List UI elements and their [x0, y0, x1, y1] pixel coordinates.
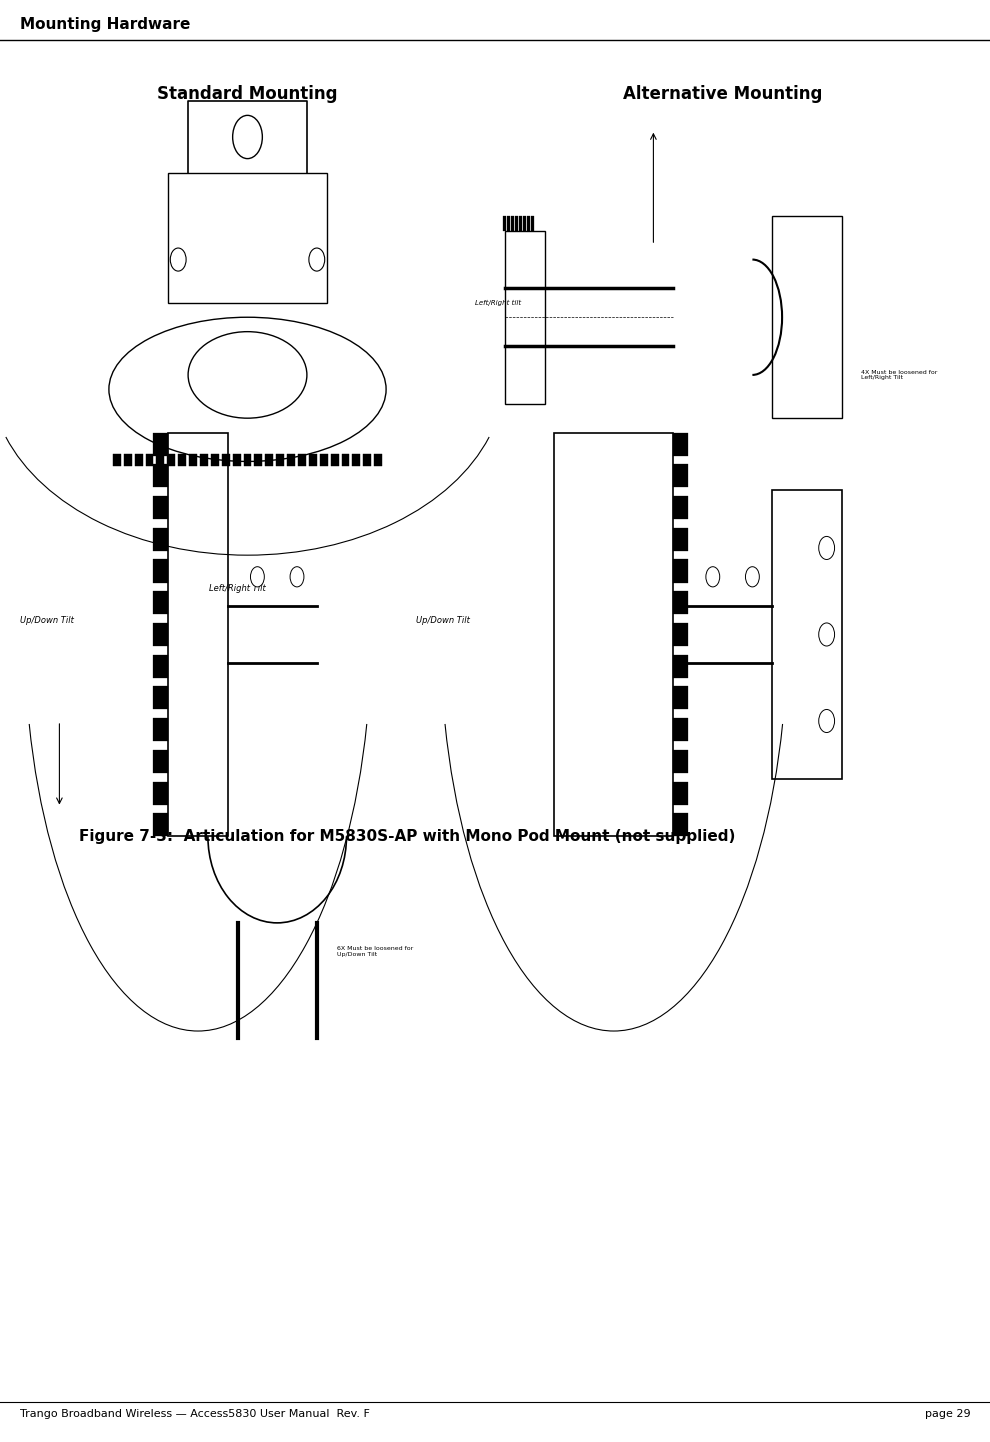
Polygon shape: [167, 454, 175, 466]
Polygon shape: [153, 496, 168, 519]
Polygon shape: [200, 454, 208, 466]
Polygon shape: [153, 718, 168, 741]
Polygon shape: [276, 454, 284, 466]
Polygon shape: [673, 528, 688, 551]
Polygon shape: [673, 686, 688, 709]
Text: 6X Must be loosened for
Up/Down Tilt: 6X Must be loosened for Up/Down Tilt: [337, 946, 413, 957]
Polygon shape: [153, 813, 168, 836]
Polygon shape: [153, 655, 168, 678]
Polygon shape: [153, 433, 168, 456]
Polygon shape: [153, 591, 168, 614]
Circle shape: [745, 567, 759, 587]
Polygon shape: [342, 454, 349, 466]
Polygon shape: [352, 454, 360, 466]
Polygon shape: [673, 591, 688, 614]
Polygon shape: [189, 454, 197, 466]
Polygon shape: [363, 454, 371, 466]
Polygon shape: [254, 454, 262, 466]
Polygon shape: [523, 216, 526, 231]
Text: Alternative Mounting: Alternative Mounting: [623, 85, 823, 102]
Text: Left/Right tilt: Left/Right tilt: [475, 300, 522, 306]
Polygon shape: [178, 454, 186, 466]
Circle shape: [706, 567, 720, 587]
Polygon shape: [673, 623, 688, 646]
Circle shape: [233, 115, 262, 159]
Circle shape: [309, 248, 325, 271]
Circle shape: [819, 536, 835, 559]
Polygon shape: [287, 454, 295, 466]
Polygon shape: [374, 454, 382, 466]
Polygon shape: [222, 454, 230, 466]
Polygon shape: [153, 559, 168, 583]
Polygon shape: [124, 454, 132, 466]
Polygon shape: [153, 686, 168, 709]
Polygon shape: [331, 454, 339, 466]
Polygon shape: [211, 454, 219, 466]
Polygon shape: [673, 782, 688, 805]
Polygon shape: [265, 454, 273, 466]
Polygon shape: [673, 559, 688, 583]
Circle shape: [290, 567, 304, 587]
Text: Standard Mounting: Standard Mounting: [157, 85, 338, 102]
Polygon shape: [298, 454, 306, 466]
Polygon shape: [673, 813, 688, 836]
Polygon shape: [244, 454, 251, 466]
Polygon shape: [320, 454, 328, 466]
Text: Trango Broadband Wireless — Access5830 User Manual  Rev. F: Trango Broadband Wireless — Access5830 U…: [20, 1409, 369, 1419]
Polygon shape: [146, 454, 153, 466]
Text: Mounting Hardware: Mounting Hardware: [20, 17, 190, 32]
Polygon shape: [673, 496, 688, 519]
Polygon shape: [673, 718, 688, 741]
Polygon shape: [503, 216, 506, 231]
Polygon shape: [527, 216, 530, 231]
Polygon shape: [153, 750, 168, 773]
Text: Left/Right Tilt: Left/Right Tilt: [209, 584, 266, 593]
Polygon shape: [153, 782, 168, 805]
Text: 4X Must be loosened for
Left/Right Tilt: 4X Must be loosened for Left/Right Tilt: [861, 369, 938, 381]
Polygon shape: [309, 454, 317, 466]
Circle shape: [819, 623, 835, 646]
Circle shape: [250, 567, 264, 587]
Polygon shape: [673, 464, 688, 487]
Polygon shape: [507, 216, 510, 231]
Polygon shape: [135, 454, 143, 466]
Circle shape: [819, 709, 835, 733]
Polygon shape: [153, 528, 168, 551]
Polygon shape: [153, 464, 168, 487]
Polygon shape: [113, 454, 121, 466]
Polygon shape: [233, 454, 241, 466]
Polygon shape: [519, 216, 522, 231]
Polygon shape: [673, 433, 688, 456]
Polygon shape: [511, 216, 514, 231]
Polygon shape: [515, 216, 518, 231]
Polygon shape: [673, 750, 688, 773]
Polygon shape: [673, 655, 688, 678]
Circle shape: [170, 248, 186, 271]
Text: Figure 7-3:  Articulation for M5830S-AP with Mono Pod Mount (not supplied): Figure 7-3: Articulation for M5830S-AP w…: [79, 829, 736, 844]
Text: Up/Down Tilt: Up/Down Tilt: [20, 616, 73, 624]
Text: page 29: page 29: [925, 1409, 970, 1419]
Text: Up/Down Tilt: Up/Down Tilt: [416, 616, 469, 624]
Polygon shape: [531, 216, 534, 231]
Polygon shape: [153, 623, 168, 646]
Polygon shape: [156, 454, 164, 466]
